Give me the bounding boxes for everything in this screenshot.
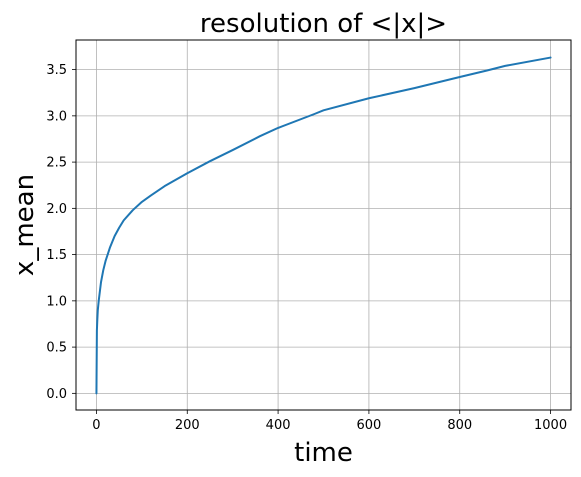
x-tick-label: 400 [266, 418, 291, 433]
series-lines [95, 56, 552, 395]
x-tick-label: 1000 [534, 418, 567, 433]
y-axis-label: x_mean [10, 174, 40, 276]
y-tick-label: 0.5 [46, 341, 67, 356]
x-tick-label: 0 [92, 418, 100, 433]
y-tick-label: 2.5 [46, 156, 67, 171]
y-tick-label: 3.0 [46, 109, 67, 124]
x-tick-label: 800 [447, 418, 472, 433]
y-tick-label: 3.5 [46, 63, 67, 78]
chart-title: resolution of <|x|> [200, 9, 447, 39]
y-tick-label: 2.0 [46, 202, 67, 217]
y-tick-label: 1.5 [46, 248, 67, 263]
x-axis: 0 200 400 600 800 1000 [92, 410, 567, 433]
y-axis: 0.0 0.5 1.0 1.5 2.0 2.5 3.0 3.5 [46, 63, 76, 402]
series-line [95, 56, 552, 395]
y-tick-label: 1.0 [46, 294, 67, 309]
x-tick-label: 600 [356, 418, 381, 433]
x-tick-label: 200 [175, 418, 200, 433]
y-tick-label: 0.0 [46, 387, 67, 402]
plot-frame [75, 39, 572, 411]
x-axis-label: time [294, 438, 353, 468]
